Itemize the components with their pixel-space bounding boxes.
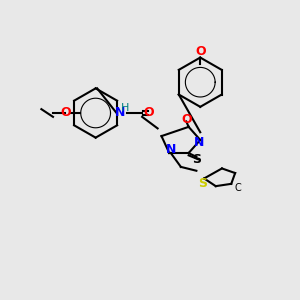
Text: H: H <box>121 103 129 112</box>
Text: O: O <box>60 106 71 119</box>
Text: O: O <box>143 106 154 119</box>
Text: O: O <box>181 113 192 126</box>
Text: O: O <box>195 45 206 58</box>
Text: S: S <box>192 153 201 166</box>
Text: N: N <box>166 143 176 157</box>
Text: N: N <box>115 106 126 119</box>
Text: C: C <box>234 184 241 194</box>
Text: S: S <box>198 177 207 190</box>
Text: N: N <box>194 136 204 149</box>
